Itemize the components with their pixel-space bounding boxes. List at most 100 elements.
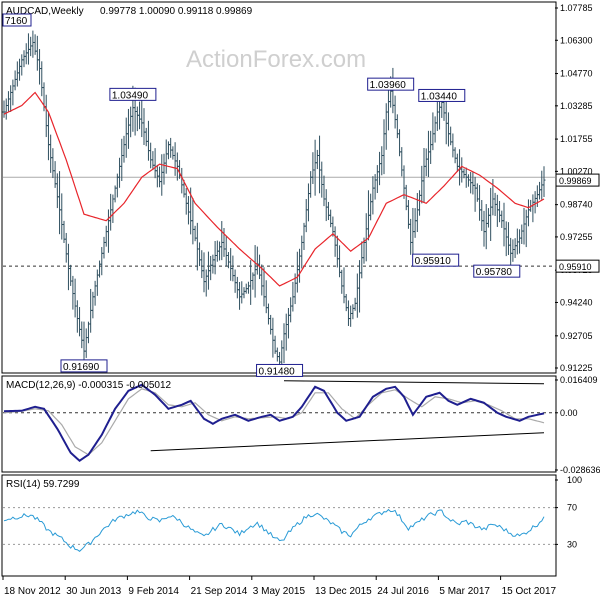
macd-indicator	[3, 380, 555, 462]
ohlc-bar	[304, 199, 308, 233]
macd-trendline-upper	[283, 380, 545, 385]
macd-axis: 0.016409 0.00 -0.028636	[555, 375, 600, 475]
ohlc-bar	[69, 264, 73, 286]
ohlc-bar	[24, 43, 28, 65]
ma-line	[3, 91, 545, 287]
ohlc-bar	[118, 157, 122, 188]
rsi-tick-label: 70	[567, 503, 577, 513]
ohlc-bar	[502, 202, 506, 247]
ohlc-bar	[500, 210, 504, 228]
label-text: 0.95780	[476, 267, 513, 278]
ohlc-bar	[38, 49, 42, 85]
ohlc-bar	[342, 267, 346, 304]
price-tick-label: 1.04770	[560, 69, 593, 79]
ohlc-bar	[98, 260, 102, 278]
ohlc-bar	[309, 171, 313, 198]
ohlc-bar	[522, 207, 526, 245]
price-label-1-03960: 1.03960	[367, 77, 415, 91]
watermark-text: ActionForex.com	[186, 46, 366, 73]
ohlc-bar	[60, 193, 64, 240]
ohlc-bar	[369, 193, 373, 221]
ohlc-bar	[15, 61, 19, 87]
ohlc-bar	[240, 281, 244, 304]
ohlc-bar	[506, 222, 510, 256]
ohlc-bar	[58, 171, 62, 235]
ohlc-bar	[353, 297, 357, 311]
ohlc-bar	[100, 247, 104, 276]
ohlc-bar	[531, 194, 535, 223]
label-text: 0.95910	[415, 256, 452, 267]
ohlc-bar	[486, 208, 490, 228]
macd-tick-label: 0.016409	[560, 375, 598, 385]
ohlc-bar	[286, 307, 290, 339]
ohlc-bar	[426, 130, 430, 178]
ohlc-bar	[84, 328, 88, 358]
ohlc-bar	[149, 142, 153, 169]
price-label-0-95780: 0.95780	[473, 264, 521, 278]
date-tick-label: 3 May 2015	[253, 586, 306, 597]
ohlc-bar	[2, 100, 6, 118]
ohlc-bar	[431, 112, 435, 151]
ohlc-bar	[282, 323, 286, 364]
ohlc-bar	[335, 235, 339, 268]
ohlc-bar	[360, 241, 364, 279]
ohlc-bar	[164, 139, 168, 174]
ohlc-bar	[533, 191, 537, 214]
ohlc-bar	[384, 103, 388, 150]
label-box	[256, 363, 304, 377]
ohlc-bar	[95, 269, 99, 296]
date-tick-label: 13 Dec 2015	[315, 586, 372, 597]
ohlc-bar	[324, 189, 328, 222]
ohlc-bar	[209, 255, 213, 281]
ohlc-bar	[31, 30, 35, 58]
ohlc-bar	[289, 297, 293, 323]
ohlc-bar	[455, 153, 459, 172]
ohlc-bar	[33, 34, 37, 55]
ohlc-bar	[429, 130, 433, 164]
ohlc-bar	[75, 300, 79, 333]
ohlc-bar	[400, 147, 404, 177]
price-tick-label: 1.06300	[560, 35, 593, 45]
ohlc-bar	[302, 222, 306, 251]
ohlc-bar	[253, 245, 257, 298]
ohlc-bar	[375, 165, 379, 193]
price-label-1-03490: 1.03490	[109, 87, 157, 101]
ohlc-bar	[224, 236, 228, 267]
ohlc-bar	[109, 193, 113, 231]
ohlc-bar	[86, 321, 90, 344]
ohlc-bar	[413, 208, 417, 238]
ohlc-bar	[382, 119, 386, 175]
ohlc-bar	[424, 148, 428, 177]
ohlc-bar	[49, 134, 53, 173]
ohlc-bar	[504, 221, 508, 257]
ohlc-bar	[29, 36, 33, 57]
ohlc-bar	[238, 281, 242, 310]
price-tick-label: 1.07785	[560, 3, 593, 13]
ohlc-bar	[144, 127, 148, 147]
ohlc-bar	[173, 142, 177, 176]
ohlc-bar	[380, 146, 384, 176]
ohlc-bar	[233, 269, 237, 293]
ohlc-bar	[211, 254, 215, 274]
label-text: 1.03490	[112, 90, 149, 101]
ohlc-values: 0.99778 1.00090 0.99118 0.99869	[100, 6, 253, 17]
ohlc-bar	[218, 241, 222, 261]
symbol-label: AUDCAD,Weekly	[6, 6, 84, 17]
ohlc-bar	[193, 225, 197, 242]
ohlc-bar	[395, 114, 399, 139]
ohlc-bar	[146, 120, 150, 161]
ohlc-bar	[129, 106, 133, 138]
ohlc-bar	[93, 280, 97, 306]
ohlc-bar	[195, 222, 199, 271]
ohlc-bar	[300, 235, 304, 269]
ohlc-bar	[191, 197, 195, 245]
ohlc-bar	[91, 291, 95, 319]
ohlc-bar	[13, 70, 17, 91]
price-bars	[2, 30, 546, 376]
ohlc-bar	[46, 112, 50, 161]
ohlc-bar	[235, 276, 239, 299]
ohlc-bar	[526, 199, 530, 227]
ohlc-bar	[478, 185, 482, 221]
ohlc-bar	[453, 147, 457, 164]
label-text: 0.91690	[63, 362, 100, 373]
